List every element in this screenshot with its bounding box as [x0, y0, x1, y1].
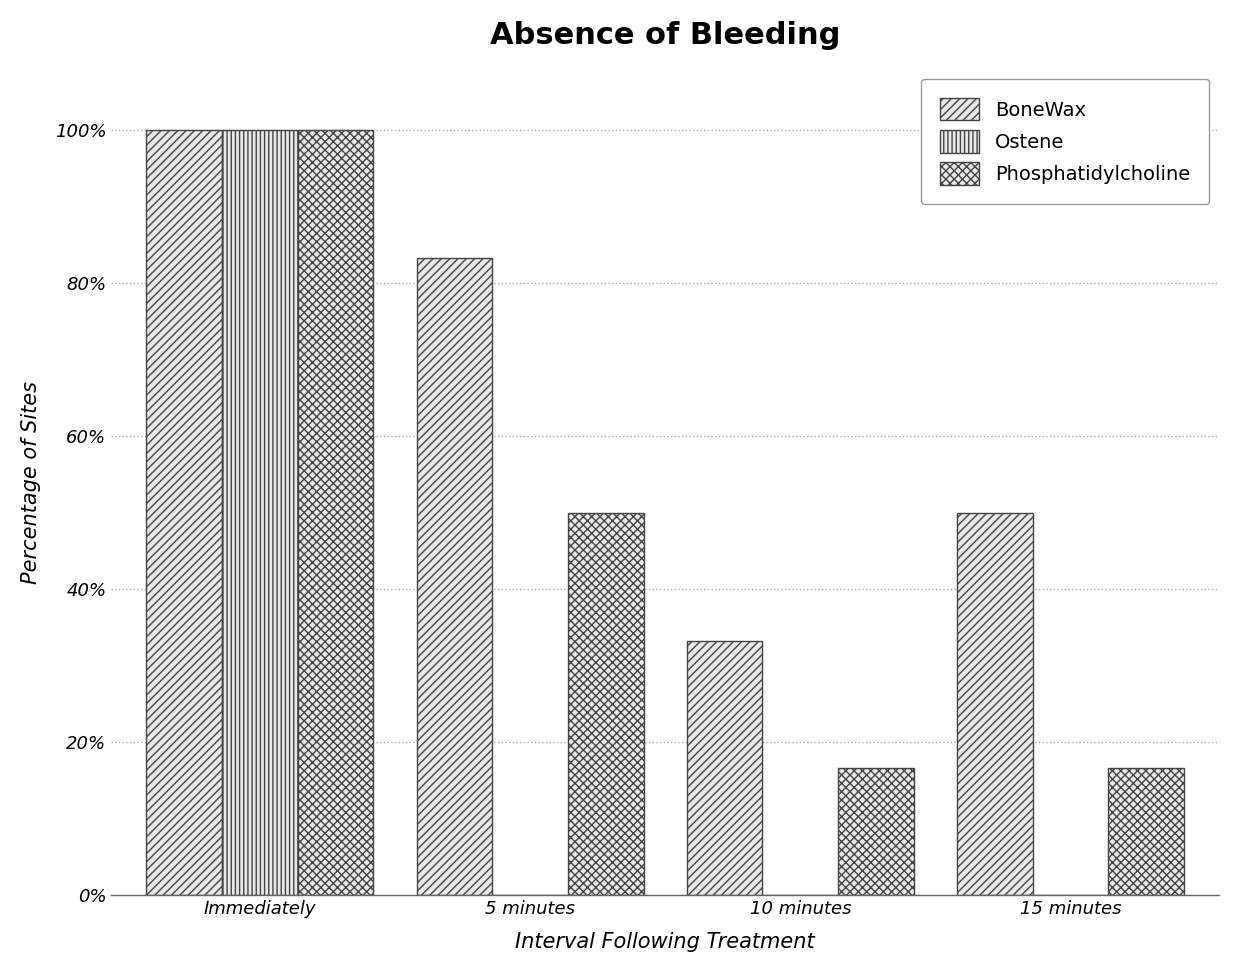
Bar	[957, 513, 1033, 895]
Legend: BoneWax, Ostene, Phosphatidylcholine: BoneWax, Ostene, Phosphatidylcholine	[921, 79, 1209, 204]
Bar	[1109, 768, 1184, 895]
Bar	[298, 130, 373, 895]
Bar	[838, 768, 914, 895]
Bar	[568, 513, 644, 895]
X-axis label: Interval Following Treatment: Interval Following Treatment	[516, 932, 815, 953]
Bar	[417, 258, 492, 895]
Bar	[687, 640, 763, 895]
Title: Absence of Bleeding: Absence of Bleeding	[490, 20, 841, 50]
Bar	[222, 130, 298, 895]
Y-axis label: Percentage of Sites: Percentage of Sites	[21, 380, 41, 584]
Bar	[146, 130, 222, 895]
